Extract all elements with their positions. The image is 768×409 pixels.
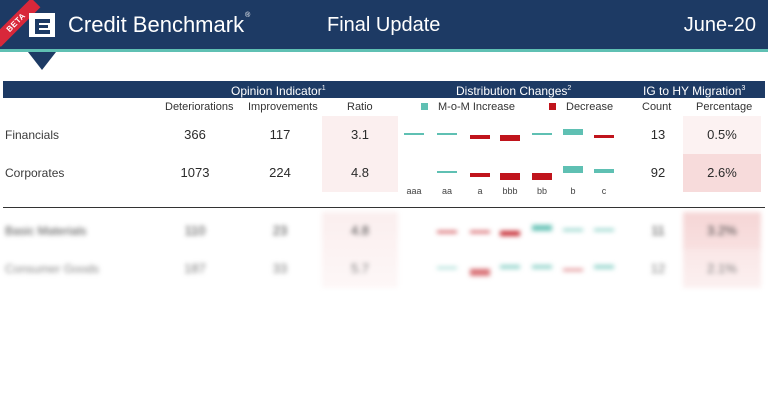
row-name: Corporates	[5, 166, 65, 180]
distribution-bar	[594, 264, 614, 269]
header-accent-stripe	[0, 49, 768, 52]
section-divider	[3, 207, 765, 208]
distribution-bar	[594, 135, 614, 138]
col-header-deteriorations: Deteriorations	[165, 101, 234, 113]
group-header-distribution: Distribution Changes2	[456, 84, 572, 98]
col-header-ratio: Ratio	[347, 101, 373, 113]
ratio-value: 5.7	[350, 261, 370, 276]
header-banner: BETA Credit Benchmark® Final Update June…	[0, 0, 768, 70]
distribution-bar	[594, 169, 614, 173]
distribution-bar	[470, 269, 490, 277]
ratio-value: 3.1	[350, 127, 370, 142]
deteriorations-value: 187	[184, 261, 206, 276]
percentage-value: 0.5%	[707, 127, 737, 142]
distribution-bar	[437, 171, 457, 173]
ratio-cell-shade	[322, 154, 398, 192]
distribution-bar	[563, 166, 583, 173]
distribution-bar	[532, 133, 552, 135]
distribution-bar	[500, 231, 520, 236]
legend-decrease-swatch	[549, 103, 556, 110]
distribution-bar	[470, 135, 490, 139]
table-header-band	[3, 81, 765, 98]
row-name: Consumer Goods	[5, 262, 100, 276]
col-header-improvements: Improvements	[248, 101, 318, 113]
distribution-bar	[594, 229, 614, 231]
legend-increase-swatch	[421, 103, 428, 110]
table-row: Corporates 1073 224 4.8 92 2.6%	[0, 154, 768, 192]
grade-label: c	[601, 186, 607, 196]
count-value: 12	[650, 261, 666, 276]
deteriorations-value: 110	[184, 223, 206, 238]
ratio-cell-shade	[322, 116, 398, 154]
percentage-value: 3.2%	[707, 223, 737, 238]
brand-name: Credit Benchmark®	[68, 12, 251, 37]
distribution-bar	[470, 231, 490, 233]
improvements-value: 33	[272, 261, 288, 276]
distribution-bar	[437, 133, 457, 135]
count-value: 11	[651, 223, 665, 238]
improvements-value: 117	[269, 127, 291, 142]
grade-label: bb	[536, 186, 547, 196]
grade-label: b	[570, 186, 576, 196]
distribution-bar	[437, 267, 457, 269]
percentage-cell-shade	[683, 154, 761, 192]
distribution-bar	[470, 173, 490, 177]
percentage-value: 2.6%	[707, 165, 737, 180]
col-header-percentage: Percentage	[696, 101, 753, 113]
grade-label: aaa	[406, 186, 422, 196]
deteriorations-value: 366	[184, 127, 206, 142]
distribution-bar	[532, 173, 552, 181]
improvements-value: 23	[272, 223, 288, 238]
row-name: Financials	[5, 128, 60, 142]
distribution-bar	[500, 265, 520, 269]
group-header-migration: IG to HY Migration3	[643, 84, 746, 98]
count-value: 13	[650, 127, 666, 142]
header-notch	[28, 52, 56, 70]
improvements-value: 224	[269, 165, 291, 180]
report-date: June-20	[683, 14, 756, 36]
grade-label: bbb	[502, 186, 518, 196]
count-value: 92	[650, 165, 666, 180]
legend-increase-label: M-o-M Increase	[438, 101, 516, 113]
legend-decrease-label: Decrease	[566, 101, 614, 113]
table-row: Consumer Goods 187 33 5.7 12 2.1%	[0, 250, 768, 288]
percentage-value: 2.1%	[707, 261, 737, 276]
page-title: Final Update	[327, 14, 441, 36]
grade-label: aa	[441, 186, 452, 196]
table-row: Financials 366 117 3.1 13 0.5%	[0, 116, 768, 154]
table-row: Basic Materials 110 23 4.8 11 3.2%	[0, 212, 768, 250]
percentage-cell-shade	[683, 116, 761, 154]
distribution-bar	[563, 129, 583, 135]
group-header-opinion: Opinion Indicator1	[231, 84, 326, 98]
distribution-bar	[437, 231, 457, 233]
grade-label: a	[477, 186, 483, 196]
ratio-value: 4.8	[350, 223, 370, 238]
credit-benchmark-logo-icon	[29, 13, 55, 37]
deteriorations-value: 1073	[180, 165, 210, 180]
distribution-bar	[500, 173, 520, 181]
col-header-count: Count	[642, 101, 672, 113]
distribution-bar	[532, 265, 552, 269]
distribution-bar	[563, 229, 583, 231]
distribution-bar	[532, 225, 552, 231]
distribution-bar	[563, 269, 583, 272]
distribution-bar	[500, 135, 520, 141]
ratio-value: 4.8	[350, 165, 370, 180]
row-name: Basic Materials	[5, 224, 87, 238]
distribution-bar	[404, 133, 424, 135]
